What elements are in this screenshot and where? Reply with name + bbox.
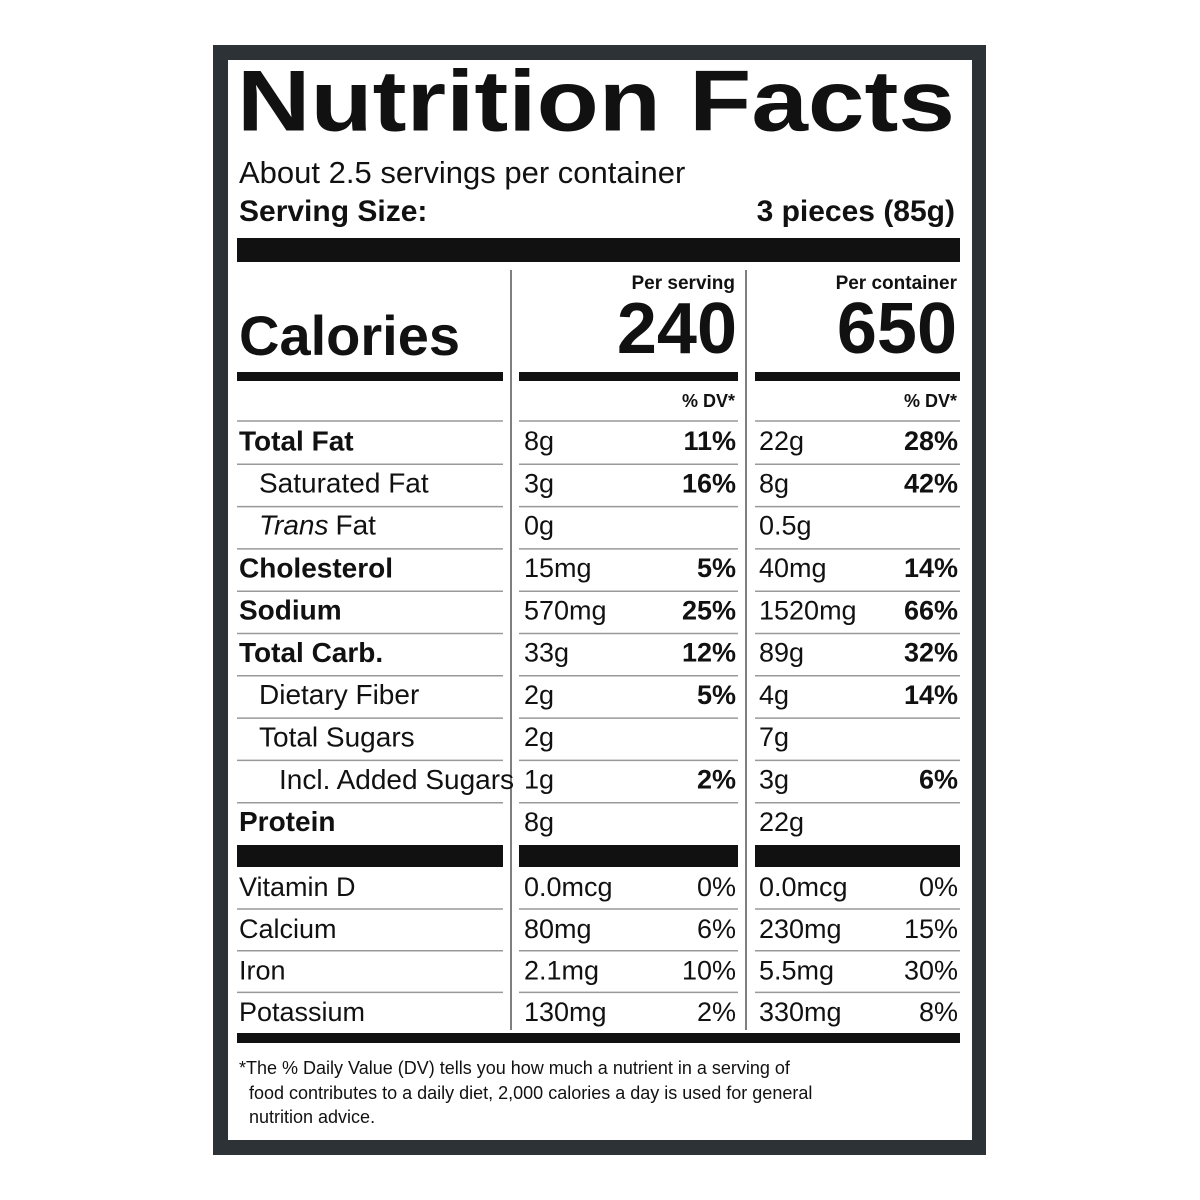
serving-size-value: 3 pieces (85g)	[757, 195, 955, 228]
daily-value: 5%	[697, 553, 736, 583]
daily-value: 5%	[697, 680, 736, 710]
vitamin-name: Potassium	[239, 997, 365, 1027]
amount: 8g	[759, 468, 789, 498]
daily-value: 8%	[919, 997, 958, 1027]
bar	[519, 372, 738, 381]
amount: 130mg	[524, 997, 607, 1027]
nutrient-name: Dietary Fiber	[259, 679, 419, 710]
amount: 89g	[759, 638, 804, 668]
daily-value: 2%	[697, 765, 736, 795]
amount: 230mg	[759, 914, 842, 944]
daily-value: 0%	[697, 872, 736, 902]
bar	[755, 845, 960, 867]
daily-value: 6%	[697, 914, 736, 944]
amount: 3g	[524, 468, 554, 498]
amount: 1g	[524, 765, 554, 795]
column-header: Per serving	[632, 273, 736, 294]
servings: About 2.5 servings per container	[239, 155, 685, 190]
vitamin-name: Iron	[239, 956, 286, 986]
footnote: *The % Daily Value (DV) tells you how mu…	[239, 1058, 791, 1078]
amount: 5.5mg	[759, 956, 834, 986]
nutrient-name: Total Fat	[239, 425, 354, 456]
amount: 0.0mcg	[524, 872, 613, 902]
daily-value: 10%	[682, 956, 736, 986]
daily-value: 16%	[682, 468, 736, 498]
daily-value: 42%	[904, 468, 958, 498]
amount: 80mg	[524, 914, 592, 944]
amount: 2.1mg	[524, 956, 599, 986]
amount: 8g	[524, 426, 554, 456]
amount: 0.0mcg	[759, 872, 848, 902]
daily-value: 14%	[904, 553, 958, 583]
amount: 2g	[524, 680, 554, 710]
title: Nutrition Facts	[237, 54, 955, 150]
amount: 3g	[759, 765, 789, 795]
nutrient-name: Saturated Fat	[259, 468, 429, 499]
daily-value: 32%	[904, 638, 958, 668]
amount: 22g	[759, 807, 804, 837]
calories-value: 650	[837, 289, 957, 369]
serving-size-label: Serving Size:	[239, 195, 427, 228]
amount: 7g	[759, 722, 789, 752]
column-header: Per container	[836, 273, 958, 294]
daily-value: 0%	[919, 872, 958, 902]
nutrient-name: Total Sugars	[259, 721, 415, 752]
amount: 570mg	[524, 595, 607, 625]
nutrient-name: Sodium	[239, 595, 342, 626]
bar	[237, 845, 503, 867]
daily-value: 25%	[682, 595, 736, 625]
bar	[755, 372, 960, 381]
daily-value: 12%	[682, 638, 736, 668]
thick-bar	[237, 1033, 960, 1043]
vitamin-name: Calcium	[239, 914, 337, 944]
amount: 1520mg	[759, 595, 857, 625]
footnote: food contributes to a daily diet, 2,000 …	[249, 1083, 812, 1103]
amount: 40mg	[759, 553, 827, 583]
daily-value: 6%	[919, 765, 958, 795]
nutrient-name: Trans Fat	[259, 510, 376, 541]
amount: 2g	[524, 722, 554, 752]
amount: 22g	[759, 426, 804, 456]
bar	[519, 845, 738, 867]
nutrient-name: Incl. Added Sugars	[279, 764, 514, 795]
daily-value: 66%	[904, 595, 958, 625]
dv-header: % DV*	[682, 391, 735, 411]
thick-bar	[237, 238, 960, 262]
amount: 15mg	[524, 553, 592, 583]
daily-value: 30%	[904, 956, 958, 986]
dv-header: % DV*	[904, 391, 957, 411]
amount: 0.5g	[759, 511, 812, 541]
footnote: nutrition advice.	[249, 1107, 375, 1127]
amount: 4g	[759, 680, 789, 710]
nutrient-name: Cholesterol	[239, 552, 393, 583]
amount: 0g	[524, 511, 554, 541]
daily-value: 14%	[904, 680, 958, 710]
daily-value: 11%	[683, 426, 736, 456]
amount: 330mg	[759, 997, 842, 1027]
nutrient-name-italic: Trans	[259, 510, 329, 541]
nutrient-name: Total Carb.	[239, 637, 383, 668]
calories-value: 240	[617, 289, 737, 369]
bar	[237, 372, 503, 381]
nutrient-name: Protein	[239, 806, 335, 837]
daily-value: 28%	[904, 426, 958, 456]
daily-value: 2%	[697, 997, 736, 1027]
amount: 33g	[524, 638, 569, 668]
vitamin-name: Vitamin D	[239, 872, 356, 902]
amount: 8g	[524, 807, 554, 837]
nutrient-name-rest: Fat	[336, 510, 377, 541]
daily-value: 15%	[904, 914, 958, 944]
calories-label: Calories	[239, 304, 460, 367]
